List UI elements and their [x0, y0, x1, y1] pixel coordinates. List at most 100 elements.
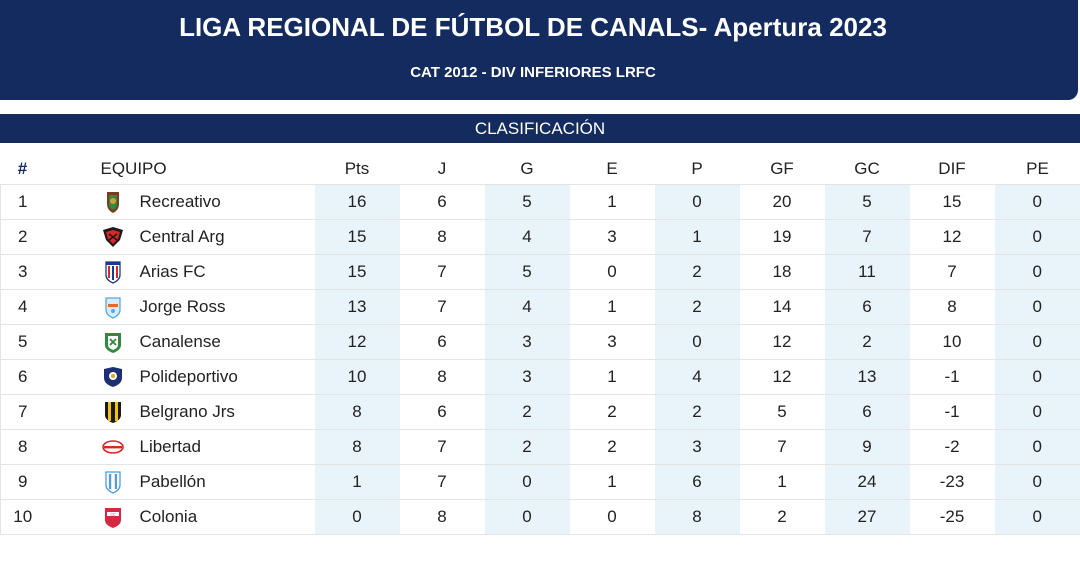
gc-cell: 24: [824, 463, 910, 500]
colonia-crest-icon: CC: [101, 505, 125, 529]
gf-cell: 2: [739, 498, 825, 535]
col-header-pe[interactable]: PE: [1026, 158, 1049, 178]
col-header-gf[interactable]: GF: [770, 158, 794, 178]
team-name[interactable]: Jorge Ross: [139, 296, 226, 316]
p-cell: 0: [654, 183, 740, 220]
position-cell: 1: [0, 183, 45, 220]
g-cell: 3: [484, 323, 570, 360]
dif-cell: -2: [909, 428, 995, 465]
p-cell: 2: [654, 393, 740, 430]
team-name[interactable]: Arias FC: [139, 261, 206, 281]
col-header-e[interactable]: E: [606, 158, 618, 178]
gc-cell: 6: [824, 393, 910, 430]
p-cell: 4: [654, 358, 740, 395]
table-row[interactable]: 1 Recreativo 16 6 5 1 0 20 5 15 0: [0, 183, 1080, 220]
g-cell: 0: [484, 463, 570, 500]
pabellon-crest-icon: [101, 470, 125, 494]
g-cell: 5: [484, 253, 570, 290]
team-name[interactable]: Belgrano Jrs: [139, 401, 235, 421]
col-header-gc[interactable]: GC: [854, 158, 880, 178]
page-subtitle: CAT 2012 - DIV INFERIORES LRFC: [410, 64, 656, 81]
pe-cell: 0: [994, 323, 1080, 360]
team-name[interactable]: Colonia: [139, 506, 198, 526]
team-cell[interactable]: Arias FC: [44, 253, 315, 290]
p-cell: 1: [654, 218, 740, 255]
team-cell[interactable]: Central Arg: [44, 218, 315, 255]
pe-cell: 0: [994, 218, 1080, 255]
gf-cell: 7: [739, 428, 825, 465]
pts-cell: 16: [314, 183, 400, 220]
position-cell: 8: [0, 428, 45, 465]
table-row[interactable]: 6 Polideportivo 10 8 3 1 4 12 13 -1 0: [0, 358, 1080, 395]
position-cell: 10: [0, 498, 45, 535]
team-cell[interactable]: Canalense: [44, 323, 315, 360]
j-cell: 6: [399, 323, 485, 360]
dif-cell: -25: [909, 498, 995, 535]
gf-cell: 5: [739, 393, 825, 430]
g-cell: 2: [484, 393, 570, 430]
section-title-bar: CLASIFICACIÓN: [0, 114, 1080, 143]
p-cell: 3: [654, 428, 740, 465]
col-header-pos[interactable]: #: [17, 158, 28, 178]
team-cell[interactable]: Pabellón: [44, 463, 315, 500]
gf-cell: 18: [739, 253, 825, 290]
position-cell: 4: [0, 288, 45, 325]
canalense-crest-icon: [101, 330, 125, 354]
table-row[interactable]: 9 Pabellón 1 7 0 1 6 1 24 -23 0: [0, 463, 1080, 500]
col-header-team[interactable]: EQUIPO: [100, 158, 167, 178]
g-cell: 4: [484, 218, 570, 255]
col-header-dif[interactable]: DIF: [938, 158, 966, 178]
j-cell: 7: [399, 463, 485, 500]
gc-cell: 7: [824, 218, 910, 255]
table-row[interactable]: 10 CC Colonia 0 8 0 0 8 2 27 -25 0: [0, 498, 1080, 535]
page-title: LIGA REGIONAL DE FÚTBOL DE CANALS- Apert…: [179, 12, 887, 42]
table-row[interactable]: 8 Libertad 8 7 2 2 3 7 9 -2 0: [0, 428, 1080, 465]
team-name[interactable]: Pabellón: [139, 471, 206, 491]
pe-cell: 0: [994, 428, 1080, 465]
e-cell: 1: [569, 463, 655, 500]
pe-cell: 0: [994, 358, 1080, 395]
team-name[interactable]: Central Arg: [139, 226, 225, 246]
table-row[interactable]: 7 Belgrano Jrs 8 6 2 2 2 5 6 -1 0: [0, 393, 1080, 430]
e-cell: 3: [569, 323, 655, 360]
pts-cell: 12: [314, 323, 400, 360]
team-cell[interactable]: CC Colonia: [44, 498, 315, 535]
gf-cell: 12: [739, 323, 825, 360]
pe-cell: 0: [994, 288, 1080, 325]
team-cell[interactable]: Belgrano Jrs: [44, 393, 315, 430]
table-row[interactable]: 4 Jorge Ross 13 7 4 1 2 14 6 8 0: [0, 288, 1080, 325]
g-cell: 5: [484, 183, 570, 220]
polideportivo-crest-icon: [101, 365, 125, 389]
table-row[interactable]: 5 Canalense 12 6 3 3 0 12 2 10 0: [0, 323, 1080, 360]
table-row[interactable]: 3 Arias FC 15 7 5 0 2 18 11 7 0: [0, 253, 1080, 290]
col-header-p[interactable]: P: [691, 158, 703, 178]
gc-cell: 27: [824, 498, 910, 535]
pts-cell: 0: [314, 498, 400, 535]
team-cell[interactable]: Jorge Ross: [44, 288, 315, 325]
team-name[interactable]: Canalense: [139, 331, 221, 351]
j-cell: 7: [399, 428, 485, 465]
table-row[interactable]: 2 Central Arg 15 8 4 3 1 19 7 12 0: [0, 218, 1080, 255]
team-name[interactable]: Polideportivo: [139, 366, 238, 386]
col-header-j[interactable]: J: [437, 158, 447, 178]
position-cell: 5: [0, 323, 45, 360]
team-cell[interactable]: Polideportivo: [44, 358, 315, 395]
dif-cell: 12: [909, 218, 995, 255]
j-cell: 8: [399, 498, 485, 535]
team-name[interactable]: Recreativo: [139, 191, 221, 211]
j-cell: 6: [399, 183, 485, 220]
position-cell: 2: [0, 218, 45, 255]
gc-cell: 5: [824, 183, 910, 220]
team-name[interactable]: Libertad: [139, 436, 201, 456]
team-cell[interactable]: Recreativo: [44, 183, 315, 220]
pts-cell: 15: [314, 253, 400, 290]
pts-cell: 8: [314, 428, 400, 465]
pts-cell: 8: [314, 393, 400, 430]
e-cell: 2: [569, 428, 655, 465]
standings-table: # EQUIPO Pts J G E P GF GC DIF PE 1 Recr…: [0, 154, 1080, 535]
col-header-g[interactable]: G: [520, 158, 534, 178]
g-cell: 0: [484, 498, 570, 535]
e-cell: 3: [569, 218, 655, 255]
col-header-pts[interactable]: Pts: [344, 158, 370, 178]
team-cell[interactable]: Libertad: [44, 428, 315, 465]
